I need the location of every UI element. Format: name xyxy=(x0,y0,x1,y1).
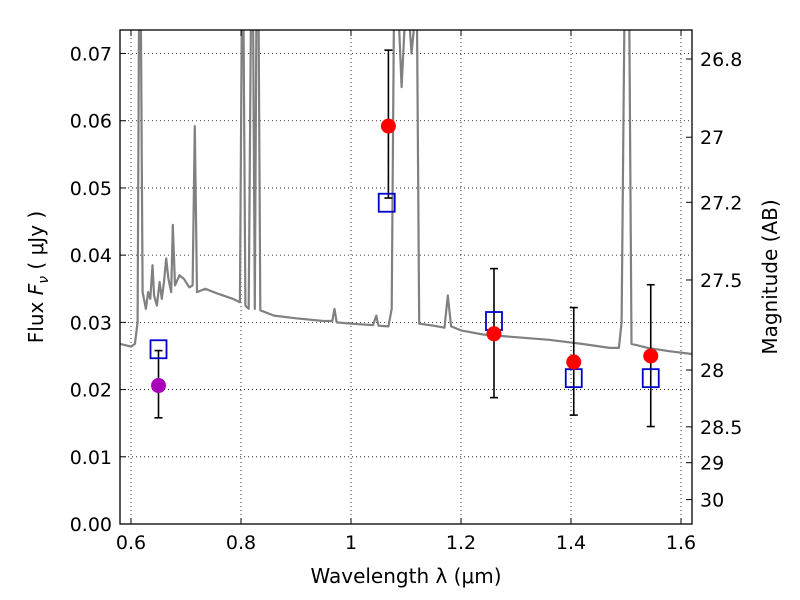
x-tick-label: 1 xyxy=(345,532,357,554)
model-point xyxy=(377,192,396,213)
x-tick-label: 0.6 xyxy=(116,532,146,554)
y-tick-label: 0.03 xyxy=(70,312,112,334)
observed-point xyxy=(643,348,659,364)
y-axis-label: Flux Fν ( μJy ) xyxy=(24,211,52,343)
y2-tick-label: 27.5 xyxy=(700,270,742,292)
y-tick-label: 0.02 xyxy=(70,380,112,402)
model-point xyxy=(641,368,660,389)
y2-tick-label: 26.8 xyxy=(700,49,742,71)
x-tick-label: 0.8 xyxy=(226,532,256,554)
y-tick-label: 0.00 xyxy=(70,514,112,536)
markers xyxy=(149,118,660,394)
observed-point xyxy=(151,378,166,394)
y2-tick-label: 28 xyxy=(700,360,724,382)
y-tick-label: 0.01 xyxy=(70,447,112,469)
y2-tick-label: 28.5 xyxy=(700,417,742,439)
observed-point xyxy=(566,354,582,370)
y-tick-label: 0.07 xyxy=(70,44,112,66)
y2-tick-label: 30 xyxy=(700,490,724,512)
x-tick-label: 1.6 xyxy=(666,532,696,554)
x-tick-label: 1.4 xyxy=(556,532,586,554)
plot-frame xyxy=(119,29,693,525)
plot-background xyxy=(120,30,692,524)
y2-tick-label: 29 xyxy=(700,453,724,475)
x-axis-label: Wavelength λ (μm) xyxy=(310,564,501,588)
axes: 0.6 0.8 1 1.2 1.4 1.6 0.00 0.01 0.02 0.03 0.04 0.05… xyxy=(70,30,742,554)
y2-tick-label: 27 xyxy=(700,127,724,149)
y-tick-label: 0.06 xyxy=(70,111,112,133)
plot-area xyxy=(120,30,692,356)
y-tick-label: 0.05 xyxy=(70,178,112,200)
x-tick-label: 1.2 xyxy=(446,532,476,554)
y2-axis-label: Magnitude (AB) xyxy=(758,199,782,354)
grid xyxy=(120,30,692,524)
model-point xyxy=(149,339,168,360)
spectrum-line xyxy=(120,30,692,356)
y-tick-label: 0.04 xyxy=(70,245,112,267)
observed-point xyxy=(380,118,396,134)
observed-point xyxy=(486,326,502,342)
y2-tick-label: 27.2 xyxy=(700,192,742,214)
